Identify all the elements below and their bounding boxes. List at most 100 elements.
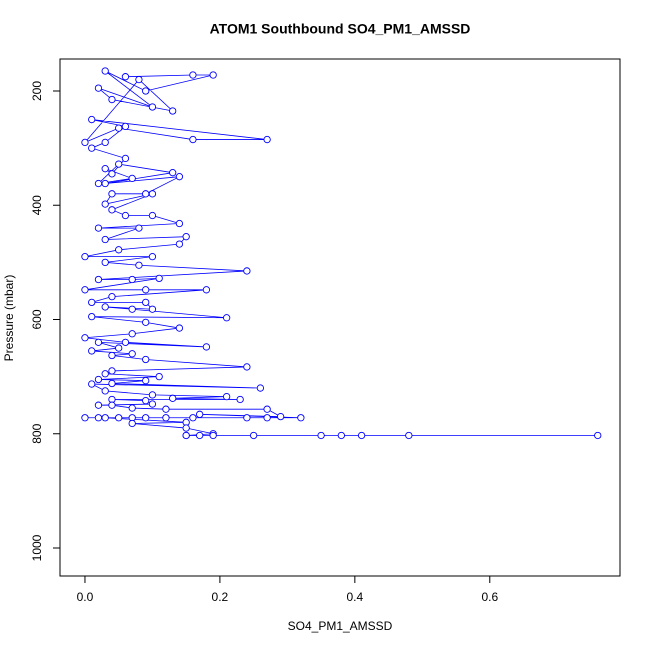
data-point [88, 115, 96, 124]
data-point [209, 431, 217, 440]
data-point [148, 190, 157, 198]
data-point [121, 73, 130, 81]
data-point [148, 391, 157, 399]
data-point [243, 267, 251, 275]
data-point [142, 355, 150, 364]
data-point [182, 233, 190, 241]
data-point [81, 138, 89, 147]
data-point [135, 261, 143, 269]
data-point [94, 275, 103, 284]
data-point [297, 414, 305, 422]
data-point [594, 431, 602, 440]
data-point [405, 431, 413, 440]
data-point [128, 275, 136, 284]
data-point [108, 190, 116, 198]
data-point [108, 206, 116, 214]
data-point [142, 396, 150, 405]
data-point [81, 334, 89, 342]
y-tick-label: 400 [30, 195, 44, 215]
data-point [142, 298, 150, 307]
data-point [94, 84, 103, 92]
data-point [128, 305, 136, 313]
data-point [249, 431, 258, 440]
y-tick-label: 1000 [30, 534, 44, 561]
data-point [142, 376, 150, 385]
data-point [128, 330, 136, 338]
data-point [115, 246, 123, 254]
data-point [101, 387, 109, 395]
data-point [94, 401, 103, 409]
data-point [101, 258, 109, 267]
data-point [189, 135, 197, 144]
data-point [175, 240, 184, 248]
data-point [108, 292, 116, 301]
data-point [101, 67, 109, 75]
data-point [142, 414, 150, 422]
data-point [263, 414, 271, 422]
plot-frame [59, 58, 621, 577]
data-point [148, 305, 157, 313]
data-point [175, 324, 184, 332]
data-point [189, 71, 197, 79]
data-point [236, 395, 244, 404]
y-tick-label: 600 [30, 309, 44, 329]
x-axis-label: SO4_PM1_AMSSD [288, 619, 393, 633]
data-point [121, 122, 130, 131]
data-point [88, 380, 96, 388]
data-point [223, 392, 231, 401]
data-point [337, 431, 345, 440]
data-point [88, 347, 96, 355]
data-point [128, 404, 136, 412]
data-point [94, 338, 103, 347]
data-point [108, 379, 116, 388]
data-point [121, 154, 130, 163]
data-point [142, 87, 150, 95]
data-point [88, 144, 96, 152]
data-point [135, 224, 143, 232]
data-point [81, 414, 89, 422]
data-point [101, 138, 109, 147]
data-point [202, 286, 211, 294]
data-point [101, 179, 109, 188]
y-axis-label: Pressure (mbar) [2, 275, 16, 362]
data-point [169, 169, 177, 177]
data-point [155, 274, 163, 283]
data-point [108, 95, 116, 104]
data-point [256, 384, 265, 392]
x-tick-label: 0.2 [212, 590, 229, 604]
data-point [162, 405, 170, 413]
data-point [182, 424, 190, 432]
data-point [243, 414, 251, 422]
data-point [148, 103, 157, 111]
data-point [223, 314, 231, 322]
data-point [101, 414, 109, 422]
data-point [155, 372, 163, 381]
data-point [169, 107, 177, 115]
y-tick-label: 800 [30, 423, 44, 443]
data-point [94, 179, 103, 188]
data-point [101, 235, 109, 244]
data-point [115, 414, 123, 422]
data-point [121, 338, 130, 347]
data-point [175, 219, 184, 228]
data-point [108, 351, 116, 360]
data-point [263, 135, 271, 144]
data-point [243, 363, 251, 371]
data-point [135, 75, 143, 84]
data-point [121, 211, 130, 220]
x-tick-label: 0.6 [481, 590, 498, 604]
data-point [148, 400, 157, 408]
data-point [175, 173, 184, 181]
data-point [88, 312, 96, 321]
data-point [101, 370, 109, 378]
data-point [94, 224, 103, 232]
data-point [142, 190, 150, 198]
data-point [108, 170, 116, 178]
data-point [108, 367, 116, 375]
data-point [101, 303, 109, 311]
data-point [101, 200, 109, 208]
data-point [142, 286, 150, 294]
y-tick-label: 200 [30, 81, 44, 101]
data-point [94, 375, 103, 384]
